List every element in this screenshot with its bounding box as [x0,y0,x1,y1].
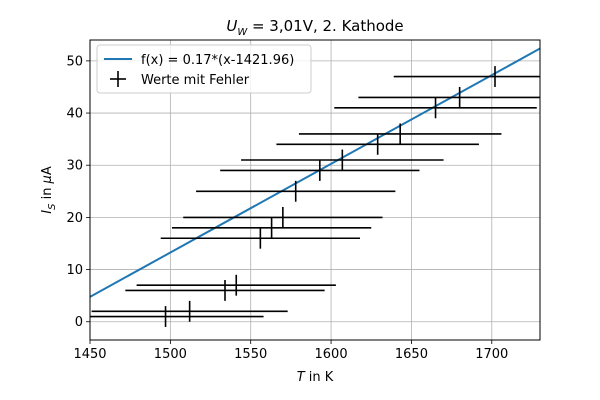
data-point [393,66,540,87]
chart-title: UW = 3,01V, 2. Kathode [226,17,403,38]
x-tick-label: 1500 [154,347,187,362]
x-tick-label: 1700 [475,347,508,362]
y-tick-label: 20 [66,211,83,226]
legend-fit-label: f(x) = 0.17*(x-1421.96) [141,53,294,68]
x-tick-label: 1600 [315,347,348,362]
y-axis-label-variable: I [40,210,55,214]
y-tick-label: 50 [66,54,83,69]
axis-ticks: 1450 1500 1550 1600 1650 1700 0 10 20 30 40 50 [66,54,508,362]
chart-title-variable: U [226,17,237,35]
errorbar-group [90,66,540,327]
data-point [91,300,288,322]
x-axis-label-rest: in K [305,370,334,385]
x-tick-label: 1650 [395,347,428,362]
y-axis-label: IS in μA [40,166,58,214]
data-point [241,149,444,171]
x-tick-label: 1550 [234,347,267,362]
y-axis-label-unit: A [40,166,55,175]
legend-box [96,44,312,94]
y-tick-label: 30 [66,159,83,174]
data-point [160,227,360,249]
data-point [90,306,264,327]
chart-title-subscript: W [237,27,248,38]
data-point [298,123,502,145]
legend-errorbar-swatch [110,71,126,87]
y-tick-label: 0 [75,315,83,330]
data-point [358,86,540,108]
y-tick-label: 10 [66,263,83,278]
y-tick-label: 40 [66,107,83,122]
fit-line-group [90,47,540,298]
data-point [276,133,479,155]
fit-line [90,47,540,298]
legend-series-label: Werte mit Fehler [141,73,250,88]
data-point [183,206,383,228]
y-axis-label-subscript: S [47,203,58,210]
x-axis-label-variable: T [297,370,306,385]
y-axis-label-unit-greek: μ [40,175,55,184]
chart-title-rest: = 3,01V, 2. Kathode [247,17,403,35]
x-axis-label: T in K [297,370,334,385]
data-point [171,217,372,239]
x-tick-label: 1450 [73,347,106,362]
y-axis-label-rest: in [40,183,55,203]
data-point [125,280,325,301]
data-point [196,180,396,202]
plot-frame [89,39,541,341]
legend: f(x) = 0.17*(x-1421.96) Werte mit Fehler [96,44,312,94]
data-point [136,274,336,296]
data-point [334,97,537,119]
data-point [220,160,420,181]
